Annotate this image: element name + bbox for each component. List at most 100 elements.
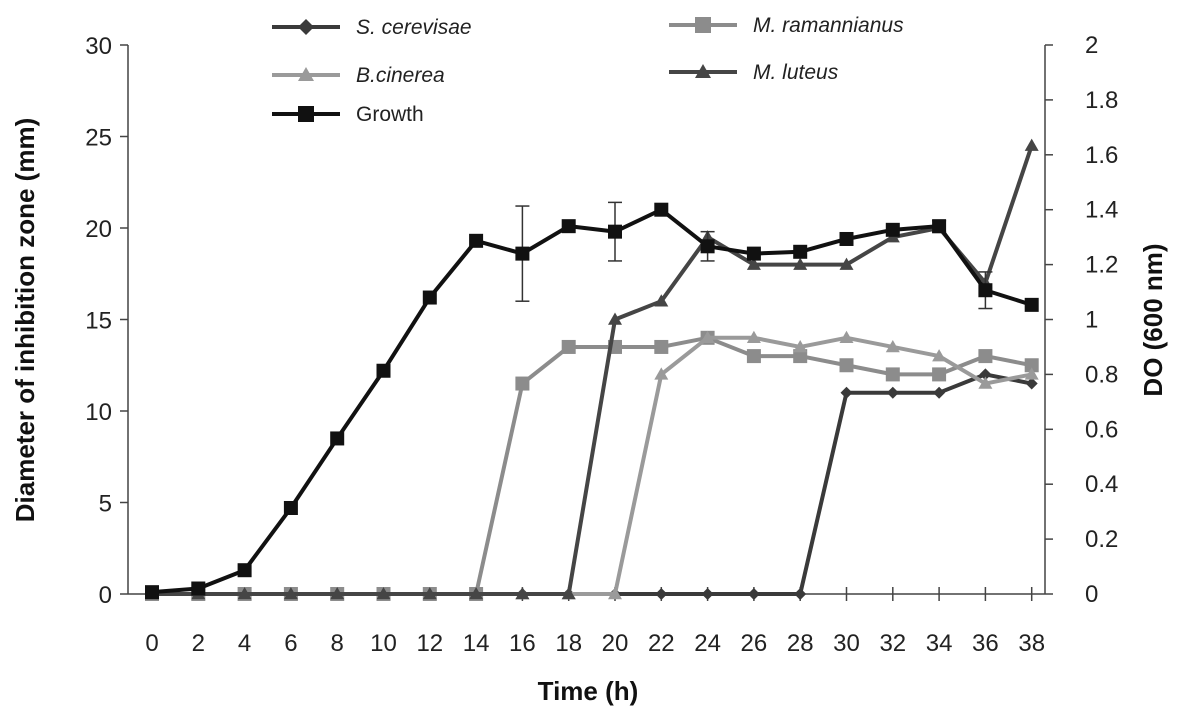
y-left-tick-label: 30 <box>85 33 112 60</box>
data-point <box>608 312 622 325</box>
data-point <box>298 19 314 35</box>
data-point <box>237 587 252 600</box>
legend: S. cerevisae M. ramannianus B.cinerea M. lu… <box>272 14 904 126</box>
series <box>145 138 1039 600</box>
data-point <box>885 339 900 353</box>
data-point <box>1024 367 1039 380</box>
data-point <box>839 358 854 373</box>
x-tick-label: 8 <box>331 630 344 657</box>
x-tick-label: 28 <box>787 630 814 657</box>
data-point <box>933 386 946 399</box>
series-line <box>151 207 1033 595</box>
data-point <box>932 219 947 234</box>
y-axis-left-title: Diameter of inhibition zone (mm) <box>10 118 40 522</box>
data-point <box>1025 377 1038 390</box>
x-tick-label: 6 <box>284 630 297 657</box>
y-left-tick-label: 20 <box>85 216 112 243</box>
x-tick-label: 16 <box>509 630 536 657</box>
legend-item: Growth <box>272 103 424 126</box>
data-point <box>654 367 669 380</box>
data-point <box>695 17 711 33</box>
data-point <box>330 431 345 446</box>
x-tick-label: 32 <box>879 630 906 657</box>
y-left-tick-label: 25 <box>85 125 112 152</box>
data-point <box>746 257 761 270</box>
y-right-tick-label: 1.8 <box>1085 87 1118 114</box>
series-line <box>152 145 1034 596</box>
data-point <box>839 330 854 344</box>
y-right-tick-label: 1.4 <box>1085 197 1118 224</box>
data-point <box>793 339 808 353</box>
data-point <box>695 64 711 78</box>
data-point <box>793 257 808 270</box>
x-tick-label: 4 <box>238 630 251 657</box>
data-point <box>747 588 760 600</box>
data-point <box>608 587 622 600</box>
data-point <box>979 368 992 381</box>
data-point <box>840 386 853 399</box>
data-point <box>839 257 854 270</box>
data-point <box>885 367 900 382</box>
data-point <box>746 330 761 344</box>
data-point <box>237 563 252 578</box>
data-point <box>283 587 298 600</box>
data-point <box>746 349 761 364</box>
data-point <box>654 294 669 307</box>
data-point <box>839 231 854 246</box>
data-point <box>515 587 530 600</box>
data-point <box>1024 138 1039 151</box>
data-point <box>376 363 391 378</box>
x-tick-label: 14 <box>463 630 490 657</box>
legend-label: B.cinerea <box>356 64 445 87</box>
data-point <box>469 587 484 600</box>
data-point <box>608 224 622 239</box>
y-left-tick-label: 10 <box>85 399 112 426</box>
data-point <box>469 233 484 248</box>
data-point <box>794 588 807 600</box>
data-point <box>978 349 993 364</box>
x-tick-label: 18 <box>555 630 582 657</box>
x-tick-label: 2 <box>192 630 205 657</box>
x-tick-label: 38 <box>1018 630 1045 657</box>
y-right-tick-label: 0.2 <box>1085 526 1118 553</box>
data-point <box>793 349 808 364</box>
series <box>146 368 1038 600</box>
series-line <box>152 372 1033 596</box>
data-point <box>298 106 314 122</box>
data-point <box>422 587 437 600</box>
y-right-tick-label: 1.6 <box>1085 142 1118 169</box>
data-point <box>700 239 715 254</box>
y-right-tick-label: 1.2 <box>1085 252 1118 279</box>
data-point <box>145 585 159 600</box>
y-axis-right-title: DO (600 nm) <box>1138 243 1168 396</box>
data-point <box>654 202 669 217</box>
data-point <box>422 290 437 305</box>
data-point <box>1024 297 1039 312</box>
x-axis-title: Time (h) <box>538 676 639 706</box>
data-point <box>746 246 761 261</box>
data-point <box>701 588 714 600</box>
data-point <box>561 587 576 600</box>
x-tick-label: 26 <box>741 630 768 657</box>
legend-item: M. ramannianus <box>669 14 904 37</box>
data-point <box>793 244 808 259</box>
data-point <box>330 587 345 600</box>
legend-label: M. ramannianus <box>753 14 904 37</box>
x-tick-label: 34 <box>926 630 953 657</box>
data-point <box>376 587 391 600</box>
x-tick-label: 20 <box>602 630 629 657</box>
data-point <box>298 67 314 81</box>
x-tick-label: 24 <box>694 630 721 657</box>
y-right-tick-label: 2 <box>1085 32 1098 59</box>
y-left-tick-label: 15 <box>85 308 112 335</box>
data-point <box>932 349 947 362</box>
data-point <box>1024 358 1039 373</box>
y-right-tick-label: 0.8 <box>1085 361 1118 388</box>
legend-label: S. cerevisae <box>356 16 472 39</box>
data-point <box>885 222 900 237</box>
data-point <box>561 339 576 354</box>
data-point <box>886 386 899 399</box>
x-tick-label: 0 <box>145 630 158 657</box>
series-layer <box>145 138 1039 601</box>
